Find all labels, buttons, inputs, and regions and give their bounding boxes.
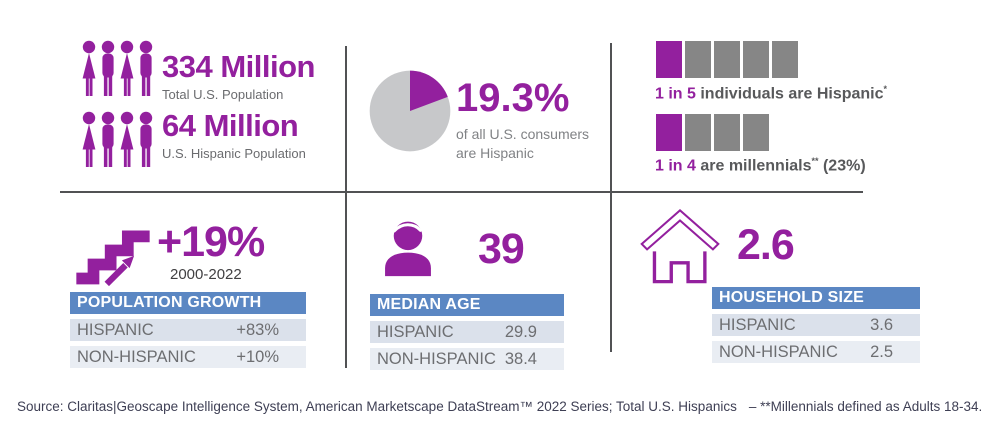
people-group-icon — [80, 40, 155, 100]
ratio-highlight: 1 in 4 — [655, 157, 696, 175]
total-population-value: 334 Million — [162, 49, 315, 84]
table-row: HISPANIC 3.6 — [712, 314, 920, 336]
growth-period: 2000-2022 — [170, 266, 242, 283]
ratio-highlight: 1 in 5 — [655, 85, 696, 103]
footnote-marker: * — [883, 84, 888, 94]
table-row: HISPANIC +83% — [70, 319, 306, 341]
growth-stairs-icon — [76, 230, 150, 287]
unit-square — [714, 41, 740, 78]
population-growth-table: POPULATION GROWTH HISPANIC +83% NON-HISP… — [70, 292, 306, 368]
source-text: Source: Claritas|Geoscape Intelligence S… — [17, 399, 737, 414]
table-row: HISPANIC 29.9 — [370, 321, 564, 343]
table-row: NON-HISPANIC 2.5 — [712, 341, 920, 363]
unit-square-filled — [656, 114, 682, 151]
unit-square — [685, 114, 711, 151]
divider-vertical-right — [610, 43, 612, 352]
median-age-value: 39 — [478, 225, 525, 273]
hispanic-population-value: 64 Million — [162, 108, 299, 143]
total-population-label: Total U.S. Population — [162, 87, 284, 102]
total-population-stat: 334 Million Total U.S. Population — [162, 51, 315, 102]
consumers-percent: 19.3% — [456, 76, 570, 120]
source-footnote: Source: Claritas|Geoscape Intelligence S… — [17, 399, 982, 414]
household-size-table: HOUSEHOLD SIZE HISPANIC 3.6 NON-HISPANIC… — [712, 287, 920, 363]
ratio-caption-millennials: 1 in 4 are millennials** (23%) — [655, 156, 866, 175]
ratio-units-hispanic — [656, 41, 798, 78]
people-group-icon — [80, 111, 155, 171]
footnote-marker: ** — [811, 156, 819, 166]
unit-square — [743, 41, 769, 78]
pie-chart-icon — [369, 70, 451, 152]
table-header: POPULATION GROWTH — [70, 292, 306, 314]
median-age-table: MEDIAN AGE HISPANIC 29.9 NON-HISPANIC 38… — [370, 294, 564, 370]
table-row: NON-HISPANIC +10% — [70, 346, 306, 368]
hispanic-population-stat: 64 Million U.S. Hispanic Population — [162, 110, 306, 161]
unit-square — [685, 41, 711, 78]
table-row: NON-HISPANIC 38.4 — [370, 348, 564, 370]
growth-value: +19% — [157, 218, 265, 266]
unit-square-filled — [656, 41, 682, 78]
household-size-value: 2.6 — [737, 221, 795, 269]
table-header: MEDIAN AGE — [370, 294, 564, 316]
footnote-text: – **Millennials defined as Adults 18-34. — [748, 399, 983, 414]
divider-vertical-left — [345, 46, 347, 368]
divider-horizontal — [60, 191, 863, 193]
house-icon — [640, 209, 720, 284]
consumers-stat: 19.3% of all U.S. consumers are Hispanic — [456, 78, 589, 163]
table-header: HOUSEHOLD SIZE — [712, 287, 920, 309]
hispanic-population-label: U.S. Hispanic Population — [162, 146, 306, 161]
ratio-caption-hispanic: 1 in 5 individuals are Hispanic* — [655, 84, 888, 103]
consumers-label: of all U.S. consumers are Hispanic — [456, 126, 590, 161]
person-icon — [385, 221, 431, 277]
unit-square — [714, 114, 740, 151]
unit-square — [772, 41, 798, 78]
unit-square — [743, 114, 769, 151]
ratio-units-millennials — [656, 114, 769, 151]
